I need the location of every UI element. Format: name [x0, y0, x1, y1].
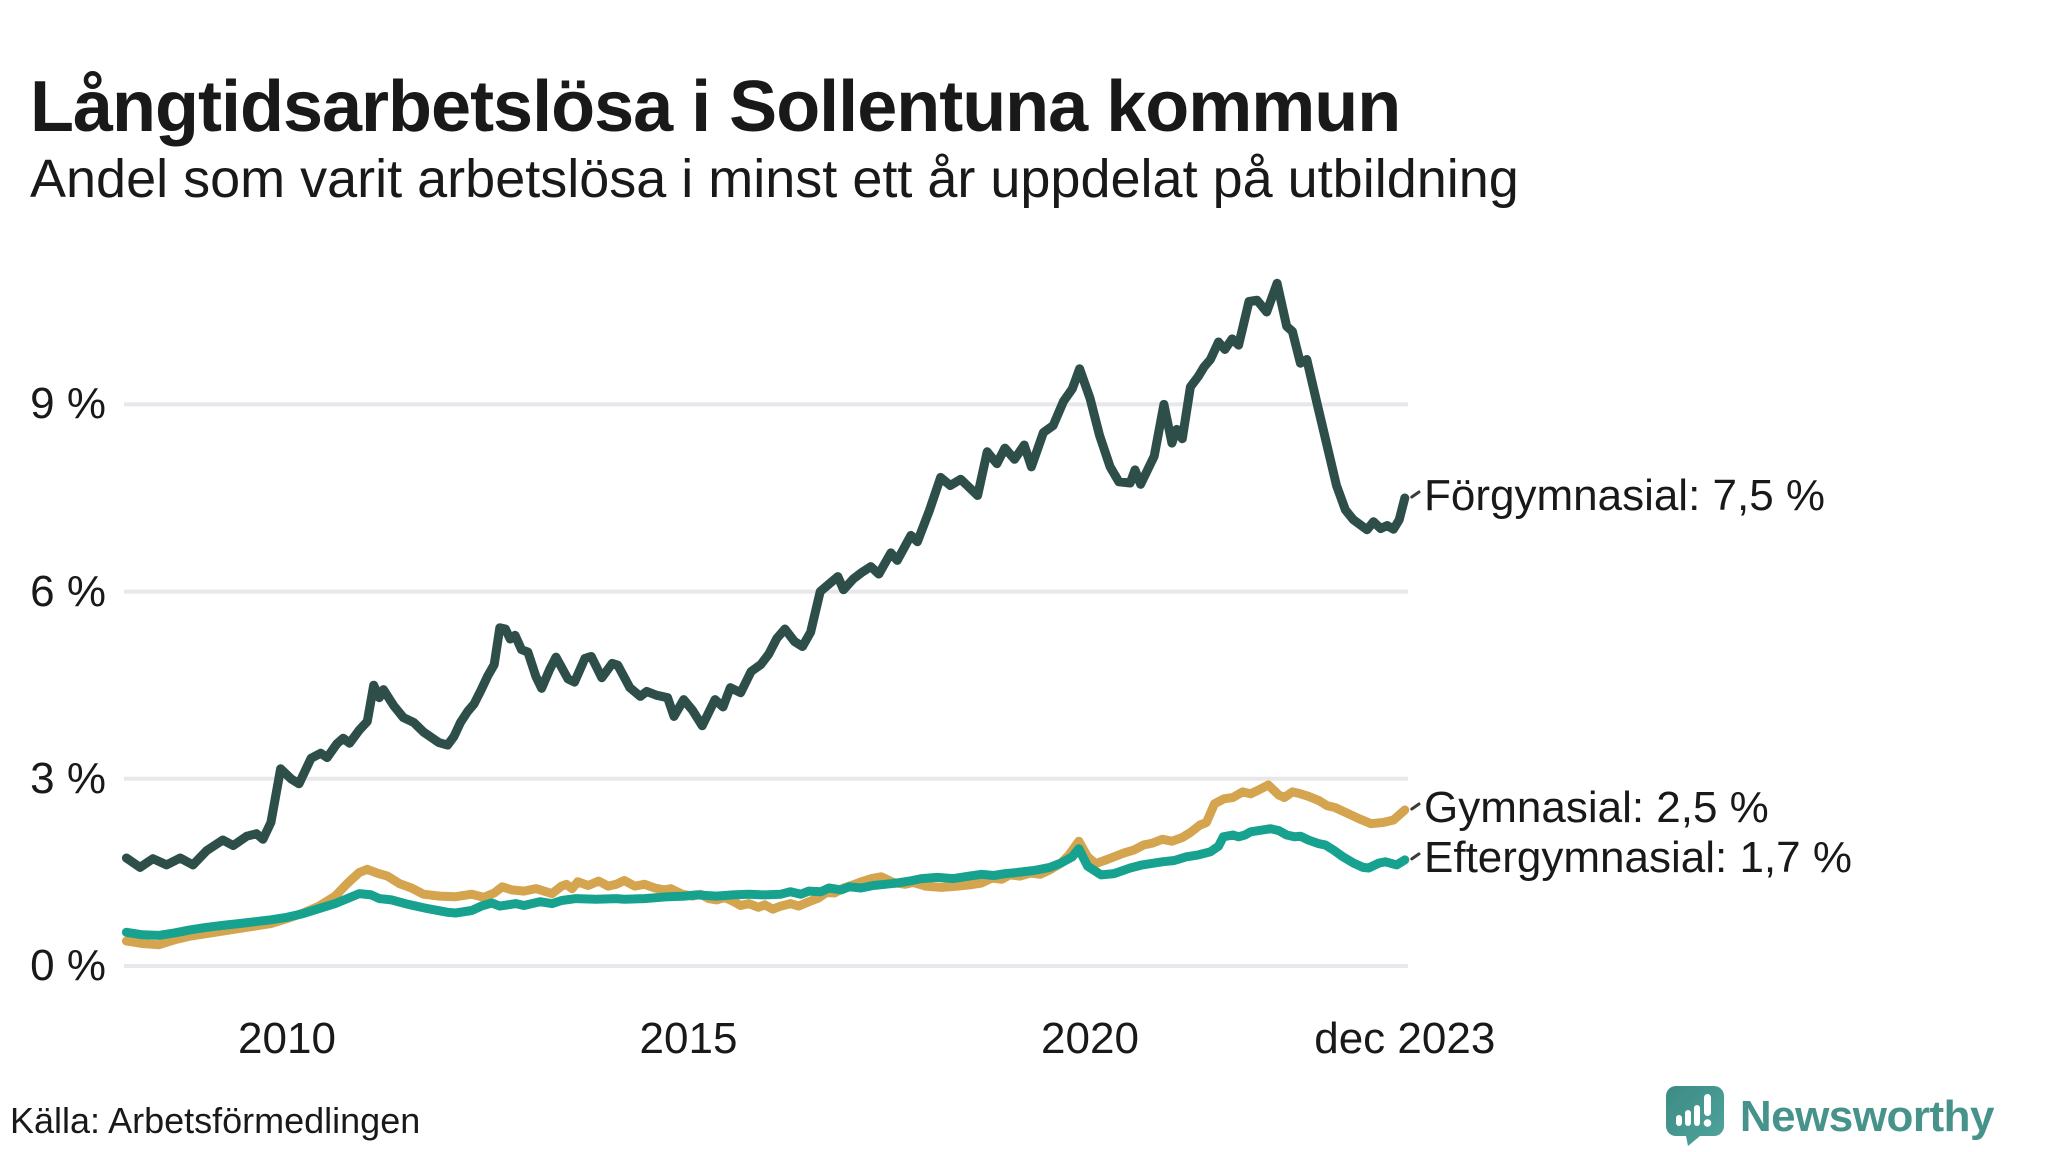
newsworthy-logo[interactable]: Newsworthy	[1664, 1084, 1995, 1151]
y-tick-label: 0 %	[30, 941, 106, 990]
y-tick-label: 9 %	[30, 379, 106, 429]
newsworthy-wordmark: Newsworthy	[1739, 1092, 1995, 1141]
series-end-label-gymnasial: Gymnasial: 2,5 %	[1424, 783, 1769, 832]
x-tick-label: 2020	[1041, 1014, 1139, 1063]
y-tick-label: 6 %	[30, 566, 106, 616]
y-tick-label: 3 %	[30, 753, 106, 803]
source-note: Källa: Arbetsförmedlingen	[10, 1100, 421, 1141]
chart-subtitle: Andel som varit arbetslösa i minst ett å…	[30, 149, 1519, 209]
x-tick-label: dec 2023	[1314, 1014, 1496, 1063]
x-tick-label: 2015	[639, 1014, 738, 1063]
series-end-label-forgymnasial: Förgymnasial: 7,5 %	[1424, 471, 1826, 520]
bar-chart-speech-bubble-icon	[1664, 1084, 1726, 1151]
x-tick-label: 2010	[238, 1014, 336, 1063]
page-title: Långtidsarbetslösa i Sollentuna kommun	[30, 67, 1401, 148]
series-end-label-eftergymnasial: Eftergymnasial: 1,7 %	[1424, 832, 1852, 882]
